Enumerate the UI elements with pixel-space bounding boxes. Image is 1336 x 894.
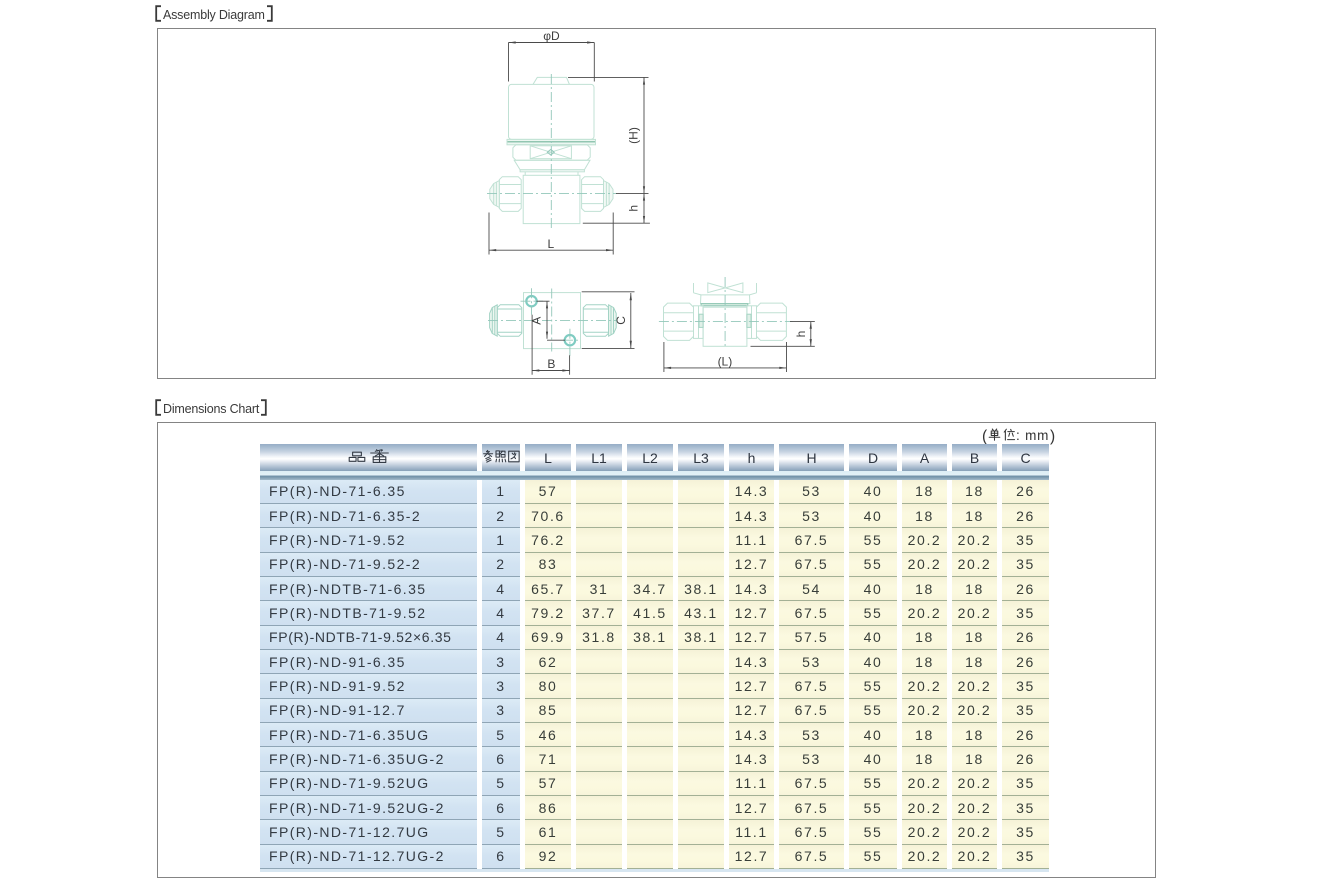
svg-text:B: B bbox=[547, 357, 555, 371]
svg-text:A: A bbox=[530, 317, 544, 325]
svg-text:φD: φD bbox=[543, 29, 560, 43]
svg-text:(H): (H) bbox=[627, 127, 641, 144]
svg-text:(L): (L) bbox=[718, 354, 733, 368]
svg-text:C: C bbox=[614, 316, 628, 325]
svg-text:L: L bbox=[547, 237, 554, 251]
svg-text:h: h bbox=[627, 205, 641, 212]
svg-text:): ) bbox=[1050, 428, 1055, 445]
svg-text:h: h bbox=[794, 331, 808, 338]
svg-text:: mm: : mm bbox=[1016, 428, 1049, 443]
svg-text:(: ( bbox=[982, 428, 988, 445]
